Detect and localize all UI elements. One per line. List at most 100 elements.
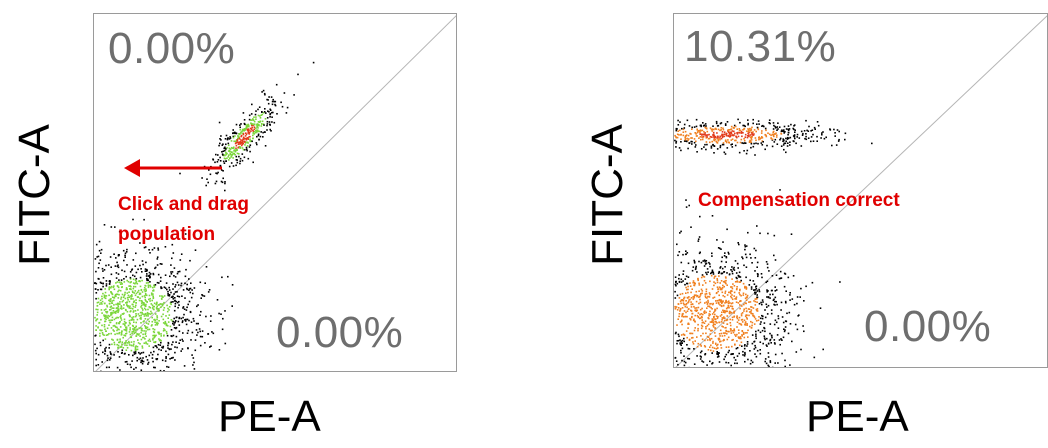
event-dot: [181, 338, 183, 341]
event-dot: [240, 135, 242, 138]
event-dot: [264, 145, 267, 147]
event-dot: [162, 345, 165, 348]
event-dot: [739, 304, 741, 306]
event-dot: [688, 138, 690, 140]
event-dot: [781, 130, 784, 132]
event-dot: [784, 329, 786, 331]
event-dot: [98, 240, 101, 243]
event-dot: [675, 281, 677, 283]
event-dot: [124, 324, 126, 327]
event-dot: [233, 150, 235, 152]
event-dot: [139, 242, 141, 244]
event-dot: [181, 348, 184, 350]
event-dot: [144, 332, 147, 334]
event-dot: [772, 133, 775, 136]
event-dot: [126, 296, 129, 299]
event-dot: [110, 305, 113, 308]
event-dot: [134, 294, 137, 297]
event-dot: [129, 327, 131, 329]
event-dot: [217, 171, 219, 174]
event-dot: [711, 252, 713, 255]
event-dot: [741, 345, 743, 347]
event-dot: [675, 129, 678, 132]
event-dot: [705, 137, 708, 139]
event-dot: [710, 128, 713, 131]
event-dot: [697, 323, 699, 326]
event-dot: [180, 350, 182, 352]
event-dot: [706, 364, 708, 366]
event-dot: [750, 139, 753, 141]
event-dot: [718, 355, 720, 358]
event-dot: [731, 278, 733, 280]
event-dot: [719, 301, 722, 303]
event-dot: [745, 286, 747, 288]
event-dot: [182, 306, 185, 308]
event-dot: [165, 356, 167, 358]
event-dot: [138, 315, 141, 317]
event-dot: [211, 331, 213, 333]
event-dot: [758, 302, 761, 305]
event-dot: [739, 344, 741, 347]
event-dot: [692, 280, 695, 282]
event-dot: [702, 122, 704, 124]
event-dot: [143, 315, 146, 317]
event-dot: [123, 259, 125, 262]
event-dot: [113, 311, 116, 314]
event-dot: [240, 141, 243, 144]
event-dot: [199, 335, 202, 338]
event-dot: [702, 260, 704, 262]
event-dot: [766, 313, 769, 315]
event-dot: [148, 298, 150, 301]
event-dot: [95, 297, 97, 300]
event-dot: [238, 141, 240, 144]
event-dot: [132, 305, 135, 308]
event-dot: [120, 281, 123, 284]
event-dot: [117, 266, 120, 269]
event-dot: [750, 312, 752, 315]
event-dot: [770, 334, 773, 337]
event-dot: [733, 311, 735, 314]
event-dot: [716, 141, 718, 144]
event-dot: [254, 113, 257, 116]
event-dot: [816, 135, 818, 138]
event-dot: [162, 313, 164, 316]
event-dot: [130, 307, 132, 310]
event-dot: [742, 354, 744, 356]
scatter-plot[interactable]: 0.00% 0.00% Click and drag population: [93, 13, 457, 372]
event-dot: [132, 298, 134, 300]
event-dot: [773, 141, 776, 143]
event-dot: [108, 366, 110, 369]
event-dot: [149, 300, 151, 302]
event-dot: [228, 165, 231, 168]
event-dot: [780, 338, 782, 340]
event-dot: [694, 268, 697, 271]
event-dot: [127, 299, 129, 301]
event-dot: [678, 315, 680, 318]
event-dot: [675, 140, 678, 143]
event-dot: [730, 143, 732, 146]
event-dot: [160, 335, 162, 337]
event-dot: [143, 246, 146, 249]
event-dot: [145, 327, 148, 330]
event-dot: [157, 247, 159, 249]
event-dot: [765, 261, 768, 263]
event-dot: [718, 337, 720, 340]
event-dot: [690, 133, 692, 135]
event-dot: [721, 135, 724, 137]
scatter-plot[interactable]: 10.31% 0.00% Compensation correct: [673, 13, 1048, 368]
event-dot: [232, 129, 234, 131]
event-dot: [153, 284, 155, 287]
event-dot: [731, 287, 734, 290]
event-dot: [757, 319, 760, 322]
event-dot: [173, 324, 175, 326]
compensation-annotation: Compensation correct: [698, 190, 900, 211]
event-dot: [710, 337, 713, 340]
event-dot: [108, 343, 111, 346]
event-dot: [677, 303, 680, 305]
plot-canvas: [674, 15, 1047, 367]
event-dot: [754, 137, 757, 139]
event-dot: [704, 133, 706, 136]
event-dot: [174, 359, 176, 361]
event-dot: [237, 141, 239, 144]
event-dot: [109, 280, 111, 282]
